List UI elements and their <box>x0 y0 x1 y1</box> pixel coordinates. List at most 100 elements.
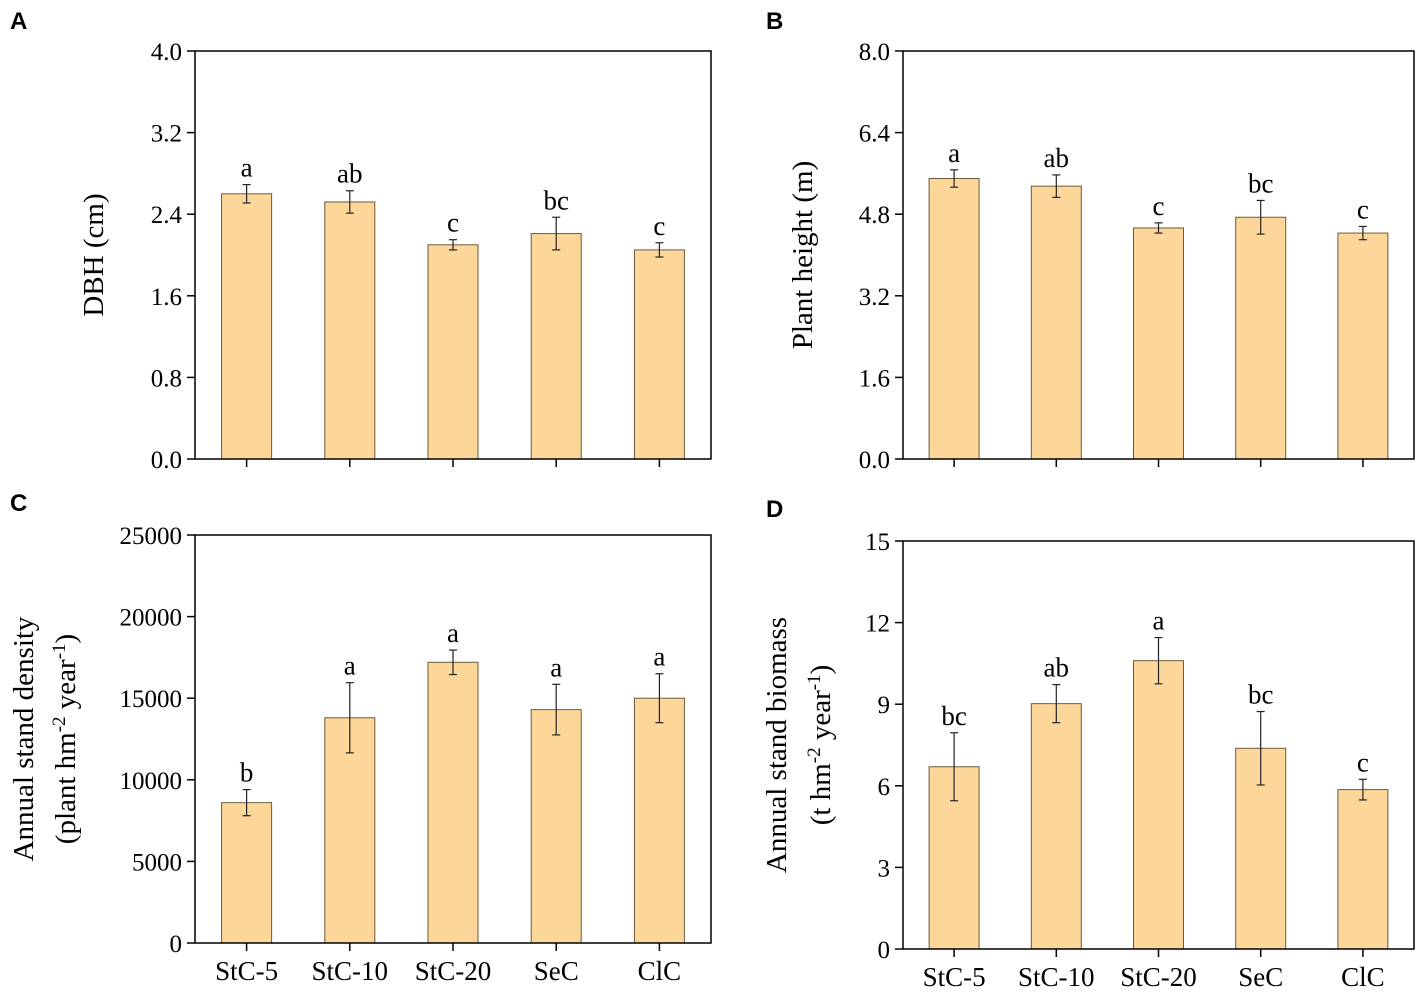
y-tick-label: 4.8 <box>859 202 890 229</box>
y-tick-label: 5000 <box>132 849 182 876</box>
category-label: StC-10 <box>1018 962 1095 992</box>
y-tick-label: 20000 <box>120 605 183 632</box>
y-axis-title: Plant height (m) <box>787 161 819 349</box>
significance-label: bc <box>1248 680 1274 710</box>
y-axis-title-line2: (t hm-2 year-1) <box>804 665 837 826</box>
bar <box>1133 227 1184 460</box>
y-tick-label: 1.6 <box>859 365 890 392</box>
plot-frame <box>194 50 712 460</box>
y-tick-label: 0.0 <box>151 447 182 474</box>
plot-frame <box>902 50 1415 460</box>
bar <box>221 193 273 460</box>
bar <box>1337 232 1389 460</box>
plot-frame <box>194 534 712 944</box>
y-axis-title-part: ) <box>805 665 837 675</box>
panel-b: B 0.0 1.6 3.2 4.8 6.4 8.0 a ab c bc c Plant height (… <box>766 8 1415 474</box>
significance-label: bc <box>543 185 569 215</box>
y-axis-title: DBH (cm) <box>78 193 110 316</box>
bar <box>633 249 685 460</box>
significance-label: c <box>1153 191 1165 221</box>
y-axis-title-part: year <box>805 690 837 747</box>
significance-label: ab <box>337 159 362 189</box>
y-axis-title-line2: (plant hm-2 year-1) <box>49 634 82 844</box>
y-axis-title-part: year <box>50 659 82 716</box>
panel-c: C 0 5000 10000 15000 20000 25000 b StC-5 a StC-10 a… <box>8 490 712 986</box>
bar <box>530 709 582 944</box>
bar <box>1030 703 1082 950</box>
bar <box>928 178 980 460</box>
y-tick-label: 15 <box>865 529 890 556</box>
y-tick-label: 15000 <box>120 686 183 713</box>
panel-letter: B <box>766 8 783 35</box>
y-tick-label: 6 <box>878 774 891 801</box>
significance-label: a <box>550 652 562 682</box>
y-axis-title-part: ) <box>50 634 82 644</box>
y-tick-label: 0.0 <box>859 447 890 474</box>
significance-label: ab <box>1044 653 1069 683</box>
category-label: StC-20 <box>415 956 492 986</box>
y-axis-title-part: (t hm <box>805 763 837 825</box>
y-tick-label: 3.2 <box>151 121 182 148</box>
y-tick-label: 1.6 <box>151 284 182 311</box>
y-axis-title-part: (plant hm <box>50 732 82 844</box>
plot-frame <box>902 540 1415 950</box>
bar <box>1030 185 1082 460</box>
panel-letter: D <box>766 496 783 523</box>
category-label: StC-5 <box>215 956 278 986</box>
y-tick-label: 0.8 <box>151 365 182 392</box>
bar <box>221 802 273 944</box>
bar <box>427 244 479 460</box>
category-label: StC-20 <box>1120 962 1197 992</box>
significance-label: b <box>240 758 254 788</box>
y-axis-superscript: -2 <box>804 747 825 763</box>
bar <box>1133 660 1184 950</box>
bar <box>530 233 582 460</box>
category-label: StC-5 <box>923 962 986 992</box>
panel-letter: C <box>10 490 27 517</box>
y-axis-superscript: -2 <box>49 716 70 732</box>
category-label: SeC <box>1238 962 1283 992</box>
significance-label: c <box>653 211 665 241</box>
y-tick-label: 9 <box>878 692 891 719</box>
y-tick-label: 2.4 <box>151 202 183 229</box>
panel-d: D 0 3 6 9 12 15 bc StC-5 ab StC-10 a StC-20 bc SeC c ClC… <box>761 496 1415 992</box>
y-tick-label: 25000 <box>120 523 183 550</box>
y-tick-label: 3.2 <box>859 284 890 311</box>
y-tick-label: 8.0 <box>859 39 890 66</box>
category-label: StC-10 <box>312 956 389 986</box>
significance-label: bc <box>941 701 967 731</box>
y-tick-label: 4.0 <box>151 39 182 66</box>
category-label: SeC <box>534 956 579 986</box>
significance-label: a <box>241 153 253 183</box>
significance-label: a <box>653 642 665 672</box>
y-tick-label: 0 <box>170 931 183 958</box>
y-axis-superscript: -1 <box>49 643 70 659</box>
y-axis-title-line1: Annual stand biomass <box>761 617 793 873</box>
bar <box>633 697 685 944</box>
significance-label: c <box>1357 747 1369 777</box>
bar <box>324 717 376 944</box>
category-label: ClC <box>638 956 682 986</box>
y-tick-label: 6.4 <box>859 121 891 148</box>
y-tick-label: 3 <box>878 855 891 882</box>
bar <box>324 201 376 460</box>
significance-label: a <box>344 651 356 681</box>
significance-label: a <box>447 618 459 648</box>
panel-letter: A <box>10 8 27 35</box>
bar <box>427 661 479 944</box>
significance-label: a <box>1153 606 1165 636</box>
y-tick-label: 0 <box>878 937 891 964</box>
significance-label: c <box>447 208 459 238</box>
panel-a: A 0.0 0.8 1.6 2.4 3.2 4.0 a ab c bc c DBH (cm) <box>10 8 712 474</box>
significance-label: bc <box>1248 168 1274 198</box>
y-tick-label: 10000 <box>120 768 183 795</box>
significance-label: ab <box>1044 143 1069 173</box>
category-label: ClC <box>1341 962 1385 992</box>
y-tick-label: 12 <box>865 611 890 638</box>
bar <box>1337 789 1389 950</box>
y-axis-title-line1: Annual stand density <box>8 616 40 861</box>
y-axis-superscript: -1 <box>804 674 825 690</box>
significance-label: a <box>948 138 960 168</box>
significance-label: c <box>1357 194 1369 224</box>
